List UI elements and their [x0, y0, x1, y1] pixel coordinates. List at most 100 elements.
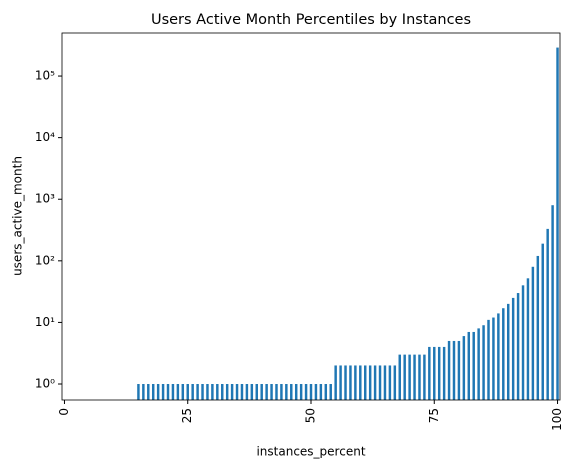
bar: [196, 384, 199, 400]
bar: [270, 384, 273, 400]
bar: [299, 384, 303, 400]
bar: [191, 384, 194, 400]
bar: [186, 384, 189, 400]
bar: [156, 384, 160, 400]
bar: [304, 384, 308, 400]
bar: [364, 365, 367, 400]
bar: [511, 297, 515, 400]
bar: [250, 384, 254, 400]
y-tick-label: 10²: [35, 253, 55, 267]
bar: [531, 266, 535, 400]
plot-frame: [61, 32, 561, 401]
bar: [472, 331, 475, 400]
bar: [275, 384, 278, 400]
bar: [201, 384, 204, 400]
bar: [506, 303, 510, 400]
y-tick-label: 10¹: [35, 315, 55, 329]
y-tick-label: 10³: [35, 192, 55, 206]
bar: [551, 205, 554, 400]
bar: [314, 384, 318, 400]
bar: [541, 243, 544, 400]
bar: [487, 319, 490, 400]
bar: [418, 354, 421, 400]
bar: [447, 340, 451, 400]
bar: [240, 384, 244, 400]
bar: [526, 278, 530, 400]
bar: [437, 346, 441, 400]
bar: [265, 384, 268, 400]
bar: [309, 384, 313, 400]
bar: [230, 384, 234, 400]
bar: [482, 325, 485, 400]
bar: [324, 384, 328, 400]
bar: [398, 354, 401, 400]
bar: [329, 384, 332, 400]
bar: [452, 340, 456, 400]
bar: [502, 308, 505, 400]
bar: [393, 365, 397, 400]
bar: [442, 346, 446, 400]
bar: [349, 365, 352, 400]
bar: [245, 384, 249, 400]
bar: [477, 328, 480, 400]
bar: [181, 384, 185, 400]
bar: [147, 384, 150, 400]
bar: [334, 365, 337, 400]
bar: [408, 354, 411, 400]
bar: [161, 384, 165, 400]
x-tick-label: 50: [304, 408, 318, 423]
x-tick-label: 75: [427, 408, 441, 423]
bar: [383, 365, 387, 400]
bar: [137, 384, 140, 400]
bar: [285, 384, 288, 400]
x-tick-label: 25: [180, 408, 194, 423]
bar: [433, 346, 436, 400]
bar: [536, 255, 540, 400]
bar: [388, 365, 392, 400]
bar: [166, 384, 170, 400]
bar: [216, 384, 219, 400]
bar: [290, 384, 293, 400]
bar: [211, 384, 214, 400]
bar: [467, 331, 471, 400]
y-axis-label: users_active_month: [11, 156, 25, 276]
bar: [225, 384, 229, 400]
chart-title: Users Active Month Percentiles by Instan…: [151, 12, 471, 28]
bar: [280, 384, 283, 400]
bar: [492, 317, 495, 400]
y-tick-label: 10⁴: [35, 130, 55, 144]
bar: [546, 228, 549, 400]
bar: [171, 384, 175, 400]
bar: [176, 384, 180, 400]
bar: [359, 365, 362, 400]
bar: [260, 384, 263, 400]
bar: [294, 384, 298, 400]
bar: [403, 354, 406, 400]
bar: [221, 384, 224, 400]
bar: [462, 336, 466, 400]
bar: [516, 293, 520, 400]
bar: [457, 340, 461, 400]
y-tick-label: 10⁵: [35, 69, 55, 83]
x-axis-label: instances_percent: [256, 445, 365, 459]
x-tick-label: 0: [57, 408, 71, 416]
bar: [368, 365, 372, 400]
bar: [378, 365, 382, 400]
bar: [556, 47, 559, 401]
bar: [373, 365, 377, 400]
bar: [142, 384, 145, 400]
bar: [423, 354, 426, 400]
bar: [413, 354, 416, 400]
bar: [344, 365, 347, 400]
bar: [497, 313, 500, 400]
bar: [428, 346, 431, 400]
bar: [255, 384, 258, 400]
bar: [521, 285, 525, 400]
bar: [151, 384, 155, 400]
y-tick-label: 10⁰: [35, 377, 55, 391]
x-tick-label: 100: [550, 408, 564, 431]
bar: [354, 365, 357, 400]
bar: [206, 384, 209, 400]
bar: [319, 384, 323, 400]
